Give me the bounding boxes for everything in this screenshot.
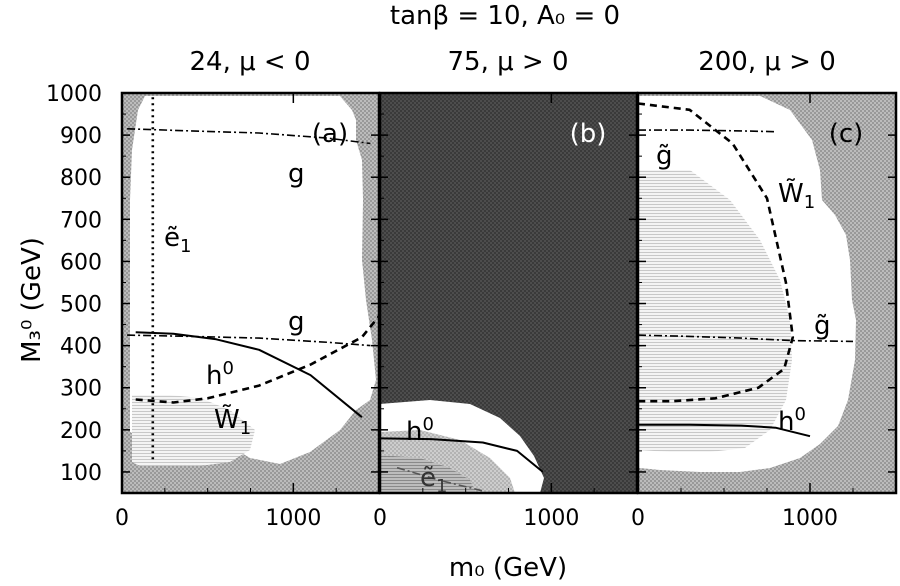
panel-c-hatched-region (638, 170, 792, 452)
curve-c-higgs (638, 423, 811, 438)
y-tick-label-100: 100 (60, 461, 102, 486)
label-b-higgs-text: h (406, 417, 422, 447)
y-tick-label-1000: 1000 (46, 82, 102, 107)
label-a-wino-sub: 1 (240, 418, 251, 439)
x-tick-label-a-0: 0 (115, 506, 129, 531)
label-c-gluino-lower-text: g̃ (814, 311, 831, 341)
panel-b-hatched-region (380, 455, 476, 493)
curve-b-higgs (380, 437, 544, 473)
x-tick-label-c-1000: 1000 (782, 506, 838, 531)
curve-a-wino (135, 315, 379, 404)
label-a-gluino-upper-text: g (288, 159, 305, 189)
panel-a-curves (127, 93, 379, 460)
label-a-selectron-text: ẽ (164, 223, 180, 253)
y-axis-label: M₃⁰ (GeV) (17, 237, 47, 363)
y-tick-label-900: 900 (60, 124, 102, 149)
label-c-gluino-upper-text: g̃ (656, 141, 673, 171)
label-b-selectron-text: ẽ (420, 463, 436, 493)
panel-b-curves (380, 437, 544, 492)
y-tick-label-800: 800 (60, 166, 102, 191)
label-a-gluino-upper: g (288, 159, 305, 189)
chart-title: tanβ = 10, A₀ = 0 (390, 1, 620, 31)
label-c-gluino-upper: g̃ (656, 141, 673, 171)
y-tick-label-400: 400 (60, 335, 102, 360)
panel-c-curves (638, 102, 854, 438)
panel-c-subtitle: 200, μ > 0 (698, 47, 836, 77)
label-b-selectron-sub: 1 (436, 476, 447, 497)
label-a-wino: W̃1 (214, 403, 251, 439)
label-c-wino: W̃1 (778, 177, 815, 213)
label-a-wino-text: W̃ (214, 403, 240, 435)
panel-a-subtitle: 24, μ < 0 (189, 47, 310, 77)
curve-c-wino (638, 102, 795, 403)
label-a-selectron: ẽ1 (164, 223, 191, 257)
label-b-higgs-sup: 0 (422, 414, 433, 435)
y-tick-label-300: 300 (60, 377, 102, 402)
label-a-gluino-lower-text: g (288, 307, 305, 337)
curve-a-gluino-upper (127, 128, 371, 145)
panel-a-hatched-region (132, 395, 255, 466)
label-a-gluino-lower: g (288, 307, 305, 337)
label-a-higgs-text: h (206, 361, 222, 391)
x-axis-label: m₀ (GeV) (449, 553, 567, 583)
curve-b-selectron (396, 466, 483, 492)
label-a-selectron-sub: 1 (180, 236, 191, 257)
panel-b-subtitle: 75, μ > 0 (447, 47, 568, 77)
x-tick-label-a-1000: 1000 (265, 506, 321, 531)
label-c-higgs-text: h (778, 407, 794, 437)
curve-a-gluino-lower (127, 334, 371, 347)
panel-c-regions (638, 93, 896, 493)
y-tick-label-500: 500 (60, 293, 102, 318)
label-a-higgs-sup: 0 (222, 358, 233, 379)
x-tick-label-b-1000: 1000 (523, 506, 579, 531)
label-b-higgs: h0 (406, 414, 434, 447)
label-c-wino-text: W̃ (778, 177, 804, 209)
label-c-wino-sub: 1 (804, 192, 815, 213)
panel-c-labels: g̃ W̃1 g̃ h0 (656, 141, 831, 437)
panel-a-labels: g ẽ1 g h0 W̃1 (164, 159, 305, 439)
x-tick-label-b-0: 0 (373, 506, 387, 531)
panel-b-labels: h0 ẽ1 (406, 414, 447, 497)
panel-a-tag: (a) (312, 119, 348, 149)
label-a-higgs: h0 (206, 358, 234, 391)
label-b-selectron: ẽ1 (420, 463, 447, 497)
curve-a-higgs (135, 331, 363, 418)
y-tick-label-700: 700 (60, 208, 102, 233)
label-c-higgs: h0 (778, 404, 806, 437)
x-tick-label-c-0: 0 (631, 506, 645, 531)
panel-c-tag: (c) (829, 119, 864, 149)
label-c-higgs-sup: 0 (794, 404, 805, 425)
panel-b-tag: (b) (570, 119, 607, 149)
curve-c-gluino-lower (638, 334, 854, 343)
panel-a-regions (122, 93, 379, 493)
y-tick-label-200: 200 (60, 419, 102, 444)
y-tick-label-600: 600 (60, 250, 102, 275)
label-c-gluino-lower: g̃ (814, 311, 831, 341)
panel-b-regions (380, 93, 637, 493)
panel-a-allowed-region (130, 96, 376, 464)
curve-layer (127, 93, 854, 492)
